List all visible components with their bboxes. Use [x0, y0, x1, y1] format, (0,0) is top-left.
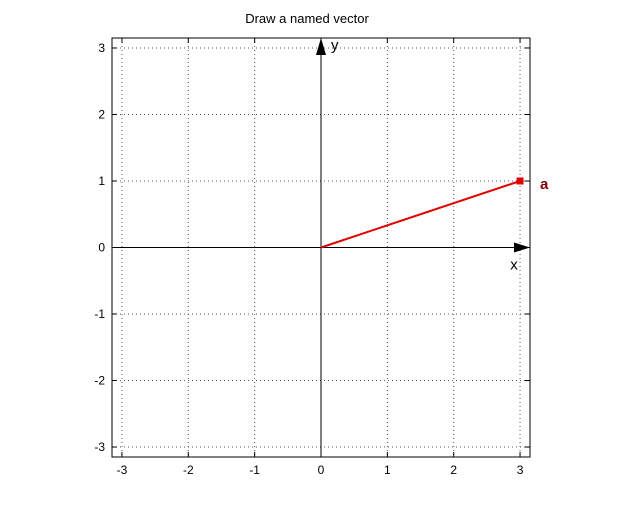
chart-title: Draw a named vector — [245, 11, 369, 26]
x-axis-label: x — [510, 257, 518, 274]
y-axis-label: y — [331, 37, 339, 54]
y-axis-arrowhead — [316, 38, 326, 55]
x-axis-arrowhead — [514, 242, 530, 253]
vector-a-line — [320, 180, 521, 249]
x-tick-label: -2 — [183, 463, 194, 477]
vector-a-endpoint-marker — [516, 177, 524, 185]
x-tick-label: -3 — [117, 463, 128, 477]
x-tick-label: 2 — [450, 463, 457, 477]
y-tick-label: -1 — [94, 307, 105, 321]
x-tick-label: -1 — [249, 463, 260, 477]
y-tick-label: -2 — [94, 374, 105, 388]
y-tick-label: 1 — [98, 174, 105, 188]
x-tick-label: 1 — [384, 463, 391, 477]
tick-labels: -3 -2 -1 0 1 2 3 -3 -2 -1 0 1 2 3 — [94, 41, 523, 477]
vector-a-label: a — [540, 176, 549, 193]
y-tick-label: -3 — [94, 440, 105, 454]
x-tick-label: 3 — [517, 463, 524, 477]
y-tick-label: 3 — [98, 41, 105, 55]
vectors: a — [320, 176, 549, 249]
y-tick-label: 2 — [98, 107, 105, 121]
y-tick-label: 0 — [98, 241, 105, 255]
x-tick-label: 0 — [318, 463, 325, 477]
